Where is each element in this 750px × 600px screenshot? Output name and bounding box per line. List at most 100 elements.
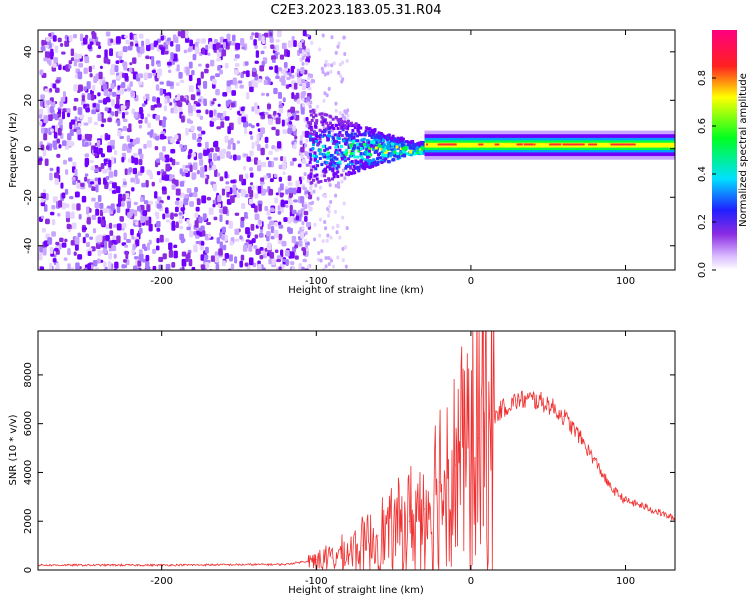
snr-point [501,408,503,410]
heatmap-cell [350,137,354,141]
heatmap-cell [204,254,209,260]
heatmap-cell [38,252,43,261]
heatmap-cell [243,165,247,171]
heatmap-cell [100,123,105,128]
heatmap-cell [289,161,295,166]
heatmap-cell [219,214,223,222]
heatmap-cell [355,134,359,138]
heatmap-cell [148,223,153,232]
heatmap-cell [224,171,228,179]
heatmap-cell [188,120,194,124]
heatmap-cell [44,158,49,166]
heatmap-cell [289,204,293,212]
heatmap-cell [84,176,88,182]
heatmap-cell [121,112,125,119]
heatmap-cell [319,133,323,137]
heatmap-cell [364,152,368,156]
heatmap-cell [260,226,264,230]
heatmap-cell [39,69,44,76]
heatmap-cell [410,144,414,148]
heatmap-cell [124,168,128,176]
heatmap-cell [375,144,379,148]
heatmap-cell [324,256,328,261]
heatmap-cell [380,152,384,156]
heatmap-cell [366,159,370,163]
heatmap-cell [300,38,304,43]
heatmap-cell [290,251,295,259]
heatmap-cell [312,154,316,158]
x-tick-label: -200 [150,276,173,287]
heatmap-cell [117,51,123,57]
heatmap-cell [386,154,390,158]
heatmap-cell [294,135,298,140]
heatmap-cell [293,95,299,100]
heatmap-cell [300,146,305,153]
heatmap-cell [179,225,184,230]
heatmap-cell [163,105,168,112]
heatmap-cell [334,101,338,106]
heatmap-cell [302,258,307,263]
heatmap-cell [217,103,221,107]
heatmap-cell [417,152,421,156]
heatmap-cell [391,150,395,154]
heatmap-cell [43,115,49,124]
heatmap-cell [302,186,306,191]
heatmap-cell [52,35,57,42]
heatmap-cell [195,206,200,212]
heatmap-cell [336,175,340,179]
heatmap-cell [377,156,381,160]
heatmap-cell [311,132,315,136]
heatmap-cell [321,117,325,121]
heatmap-cell [408,146,412,150]
heatmap-cell [377,139,381,143]
heatmap-cell [346,119,350,123]
heatmap-cell [208,152,213,159]
heatmap-cell [346,163,350,167]
heatmap-cell [219,208,224,214]
heatmap-cell [400,154,404,158]
heatmap-cell [378,152,382,156]
heatmap-cell [77,71,83,80]
heatmap-cell [337,120,341,124]
heatmap-cell [121,200,125,207]
heatmap-cell [93,153,98,157]
heatmap-cell [355,142,359,146]
heatmap-cell [164,174,170,181]
heatmap-cell [368,165,372,169]
heatmap-cell [310,118,314,122]
heatmap-cell [299,140,303,145]
heatmap-cell [360,157,364,161]
heatmap-cell [229,241,234,246]
heatmap-cell [208,207,214,215]
heatmap-cell [83,67,88,75]
heatmap-cell [345,59,349,64]
heatmap-cell [323,178,327,182]
heatmap-cell [363,165,367,169]
heatmap-cell [323,119,327,123]
heatmap-cell [122,223,127,229]
heatmap-cell [211,101,215,105]
heatmap-cell [201,47,205,55]
heatmap-cell [102,83,107,90]
heatmap-cell [108,88,113,92]
heatmap-cell [198,216,203,222]
heatmap-cell [41,45,46,52]
heatmap-cell [392,147,396,151]
heatmap-cell [379,132,383,136]
heatmap-cell [307,73,311,78]
heatmap-cell [274,197,279,204]
heatmap-cell [334,145,338,149]
heatmap-cell [216,237,220,244]
heatmap-cell [396,136,400,140]
heatmap-cell [141,103,146,107]
heatmap-cell [307,203,311,208]
heatmap-cell [202,80,208,89]
heatmap-cell [316,196,320,201]
heatmap-cell [79,33,84,42]
heatmap-cell [420,145,424,149]
heatmap-cell [98,99,103,104]
heatmap-cell [169,157,173,163]
heatmap-cell [264,111,269,115]
heatmap-cell [364,160,368,164]
x-tick: -200 [150,331,173,587]
